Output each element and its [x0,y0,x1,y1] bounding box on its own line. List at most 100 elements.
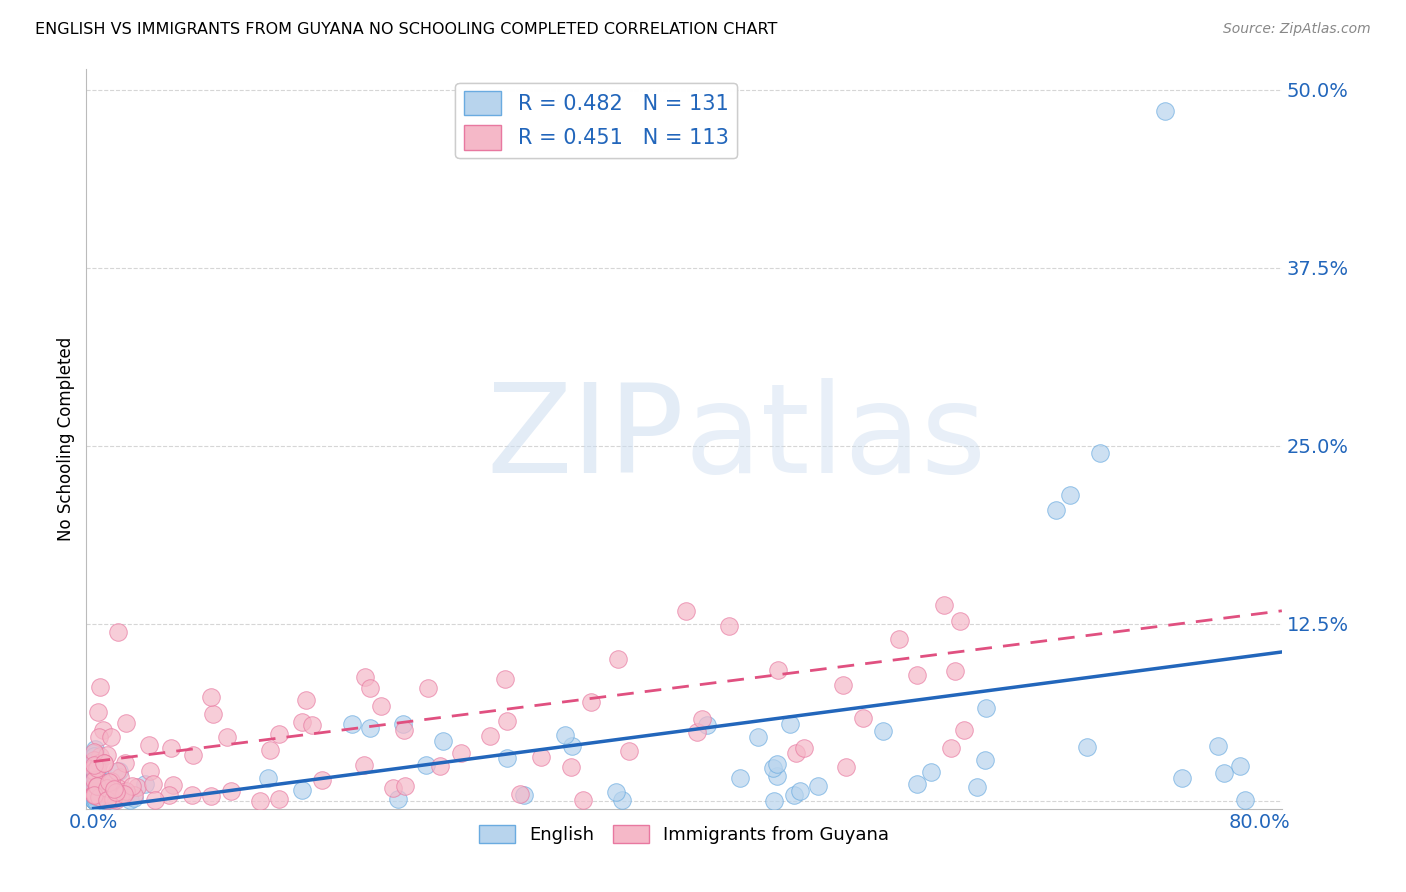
Point [84,787,107,801]
Point [87,792,110,806]
Point [108,770,131,784]
Point [1154,104,1177,119]
Point [934,599,956,613]
Point [121,779,143,793]
Point [96,781,118,796]
Point [1234,793,1257,807]
Point [560,760,582,774]
Point [83,753,105,767]
Point [530,749,553,764]
Point [359,721,381,735]
Point [1076,740,1098,755]
Point [87,780,110,795]
Point [432,734,454,748]
Point [104,785,127,799]
Point [513,788,536,802]
Point [180,788,202,802]
Point [103,786,125,800]
Point [83,791,105,805]
Point [84,787,107,801]
Point [83,772,105,786]
Point [215,730,238,744]
Point [1212,766,1234,780]
Point [100,792,122,806]
Point [887,632,910,647]
Point [96,748,118,763]
Point [96,793,118,807]
Point [415,757,437,772]
Point [86,794,108,808]
Point [100,731,122,745]
Point [83,787,105,801]
Point [94,786,117,800]
Point [98,775,121,789]
Point [295,693,318,707]
Point [259,743,281,757]
Point [872,723,894,738]
Text: Source: ZipAtlas.com: Source: ZipAtlas.com [1223,22,1371,37]
Point [96,786,118,800]
Point [124,791,146,805]
Point [83,749,105,764]
Point [94,784,117,798]
Point [83,781,105,796]
Point [84,766,107,780]
Point [256,771,278,785]
Point [87,780,110,794]
Point [162,778,184,792]
Point [762,761,785,775]
Point [83,782,105,797]
Point [181,748,204,763]
Point [686,724,709,739]
Point [100,776,122,790]
Point [793,741,815,756]
Point [86,772,108,787]
Point [581,695,603,709]
Point [852,710,875,724]
Point [571,793,593,807]
Point [200,789,222,804]
Point [138,739,160,753]
Point [83,755,105,769]
Point [83,772,105,787]
Point [84,789,107,804]
Point [269,727,291,741]
Point [84,789,107,804]
Point [93,756,115,770]
Point [387,792,409,806]
Point [83,789,105,803]
Point [112,787,135,801]
Point [83,789,105,803]
Point [353,758,375,772]
Point [118,793,141,807]
Point [554,728,576,742]
Point [93,756,115,771]
Point [416,681,439,695]
Point [98,789,121,803]
Point [83,758,105,772]
Point [83,793,105,807]
Point [83,793,105,807]
Point [139,764,162,778]
Point [84,784,107,798]
Point [87,731,110,745]
Point [370,699,392,714]
Point [450,746,472,760]
Point [127,780,149,794]
Point [90,775,112,789]
Point [219,783,242,797]
Point [84,764,107,779]
Point [943,664,966,678]
Point [101,791,124,805]
Point [494,672,516,686]
Point [728,771,751,785]
Point [966,780,988,794]
Point [83,793,105,807]
Point [392,716,415,731]
Point [94,784,117,798]
Point [83,789,105,804]
Point [84,742,107,756]
Point [789,784,811,798]
Point [496,714,519,728]
Point [619,744,641,758]
